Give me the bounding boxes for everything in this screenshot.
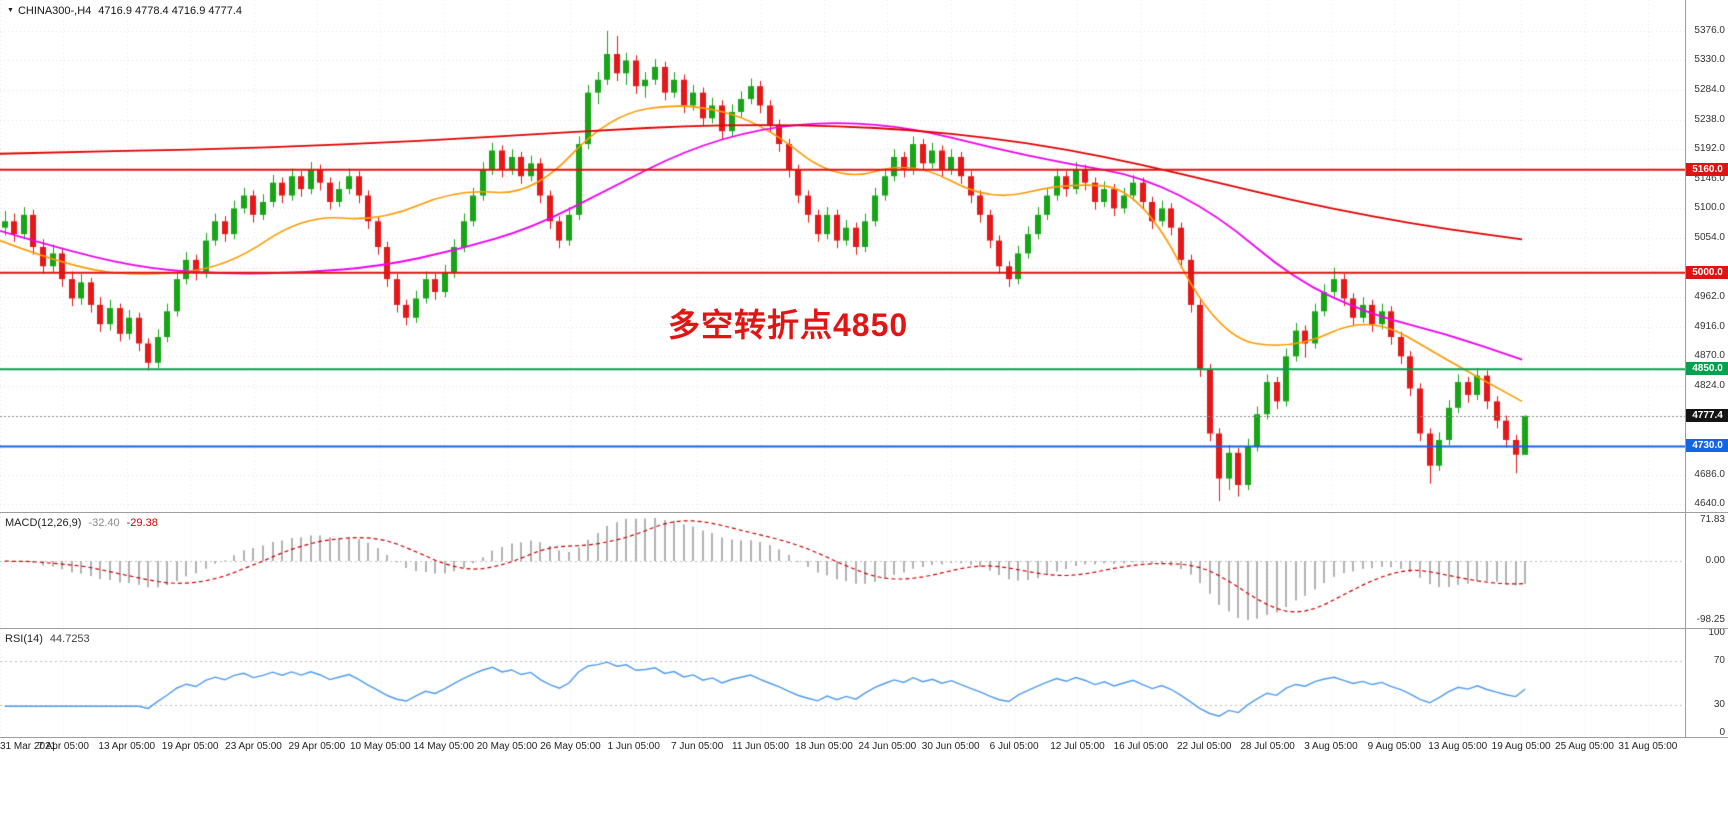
price-scale-label: 4640.0 bbox=[1694, 498, 1725, 510]
time-scale-label: 12 Jul 05:00 bbox=[1050, 741, 1105, 752]
chart-dropdown-icon[interactable]: ▼ bbox=[7, 7, 14, 14]
price-scale-label: 5146.0 bbox=[1694, 172, 1725, 184]
price-scale-label: 4870.0 bbox=[1694, 350, 1725, 362]
time-scale-label: 7 Apr 05:00 bbox=[37, 741, 89, 752]
rsi-scale-label: 30 bbox=[1713, 698, 1725, 710]
time-scale-label: 7 Jun 05:00 bbox=[671, 741, 724, 752]
price-scale-label: 4916.0 bbox=[1694, 320, 1725, 332]
price-scale-label: 5238.0 bbox=[1694, 113, 1725, 125]
macd-main-value: -32.40 bbox=[88, 517, 120, 529]
price-scale-label: 5376.0 bbox=[1694, 24, 1725, 36]
macd-indicator-header: MACD(12,26,9) -32.40 -29.38 bbox=[5, 517, 158, 529]
rsi-scale-label: 0 bbox=[1719, 727, 1725, 738]
panel-separator-rsi-timeaxis[interactable] bbox=[0, 737, 1728, 738]
price-scale-label: 5192.0 bbox=[1694, 143, 1725, 155]
macd-panel-canvas[interactable] bbox=[0, 513, 1685, 627]
rsi-scale-label: 100 bbox=[1708, 627, 1725, 638]
symbol-timeframe-label: CHINA300-,H4 bbox=[17, 5, 92, 17]
time-scale-label: 29 Apr 05:00 bbox=[288, 741, 346, 752]
time-scale[interactable]: 31 Mar 2021 7 Apr 05:00 13 Apr 05:00 19 Apr… bbox=[0, 739, 1685, 759]
price-badge-level-4730[interactable]: 4730.0 bbox=[1686, 439, 1728, 453]
time-scale-label: 19 Apr 05:00 bbox=[161, 741, 219, 752]
time-scale-label: 28 Jul 05:00 bbox=[1240, 741, 1295, 752]
rsi-panel-canvas[interactable] bbox=[0, 629, 1685, 737]
time-scale-label: 18 Jun 05:00 bbox=[795, 741, 853, 752]
time-scale-label: 3 Aug 05:00 bbox=[1304, 741, 1358, 752]
price-scale-label: 5284.0 bbox=[1694, 84, 1725, 96]
price-scale-label: 5100.0 bbox=[1694, 202, 1725, 214]
price-scale-label: 4962.0 bbox=[1694, 291, 1725, 303]
rsi-scale-label: 70 bbox=[1713, 655, 1725, 667]
time-scale-label: 10 May 05:00 bbox=[349, 741, 411, 752]
macd-scale-label: -98.25 bbox=[1696, 613, 1725, 625]
time-scale-label: 11 Jun 05:00 bbox=[732, 741, 790, 752]
macd-scale-label: 71.83 bbox=[1699, 514, 1725, 525]
chart-annotation-text: 多空转折点4850 bbox=[668, 307, 909, 343]
price-scale[interactable]: 5376.0 5330.0 5284.0 5238.0 5192.0 5146.0 5100… bbox=[1685, 0, 1728, 738]
time-scale-label: 1 Jun 05:00 bbox=[607, 741, 660, 752]
time-scale-label: 14 May 05:00 bbox=[413, 741, 474, 752]
time-scale-label: 22 Jul 05:00 bbox=[1176, 741, 1232, 752]
time-scale-label: 24 Jun 05:00 bbox=[858, 741, 917, 752]
price-scale-label: 4686.0 bbox=[1694, 468, 1725, 480]
price-scale-label: 4824.0 bbox=[1694, 379, 1725, 391]
time-scale-label: 13 Aug 05:00 bbox=[1428, 741, 1488, 752]
macd-scale-label: 0.00 bbox=[1705, 555, 1725, 566]
time-scale-label: 31 Aug 05:00 bbox=[1618, 741, 1678, 752]
macd-signal-value: -29.38 bbox=[126, 517, 158, 529]
price-scale-label: 5054.0 bbox=[1694, 231, 1725, 243]
time-scale-label: 16 Jul 05:00 bbox=[1113, 741, 1169, 752]
price-badge-level-5160[interactable]: 5160.0 bbox=[1686, 162, 1728, 176]
panel-separator-macd-rsi[interactable] bbox=[0, 628, 1728, 629]
price-badge-level-4850[interactable]: 4850.0 bbox=[1686, 362, 1728, 376]
main-chart-canvas[interactable] bbox=[0, 0, 1685, 512]
price-scale-label: 5330.0 bbox=[1694, 54, 1725, 66]
ohlc-values: 4716.9 4778.4 4716.9 4777.4 bbox=[98, 5, 243, 17]
time-scale-label: 26 May 05:00 bbox=[540, 741, 601, 752]
panel-separator-main-macd[interactable] bbox=[0, 512, 1728, 513]
symbol-info-bar: ▼ CHINA300-,H4 4716.9 4778.4 4716.9 4777.4 bbox=[7, 5, 242, 17]
price-badge-bid-4777-4[interactable]: 4777.4 bbox=[1686, 408, 1728, 422]
time-scale-label: 25 Aug 05:00 bbox=[1555, 741, 1614, 752]
time-scale-label: 23 Apr 05:00 bbox=[225, 741, 282, 752]
rsi-indicator-header: RSI(14) 44.7253 bbox=[5, 633, 90, 645]
rsi-name-label: RSI(14) bbox=[5, 633, 43, 645]
time-scale-label: 6 Jul 05:00 bbox=[989, 741, 1039, 752]
time-scale-label: 19 Aug 05:00 bbox=[1491, 741, 1551, 752]
price-badge-level-5000[interactable]: 5000.0 bbox=[1686, 265, 1728, 279]
rsi-value: 44.7253 bbox=[49, 633, 90, 645]
time-scale-label: 9 Aug 05:00 bbox=[1367, 741, 1422, 752]
time-scale-label: 31 Mar 2021 bbox=[0, 741, 57, 752]
time-scale-label: 20 May 05:00 bbox=[476, 741, 538, 752]
time-scale-label: 13 Apr 05:00 bbox=[98, 741, 156, 752]
time-scale-label: 30 Jun 05:00 bbox=[921, 741, 980, 752]
macd-name-label: MACD(12,26,9) bbox=[5, 517, 82, 529]
